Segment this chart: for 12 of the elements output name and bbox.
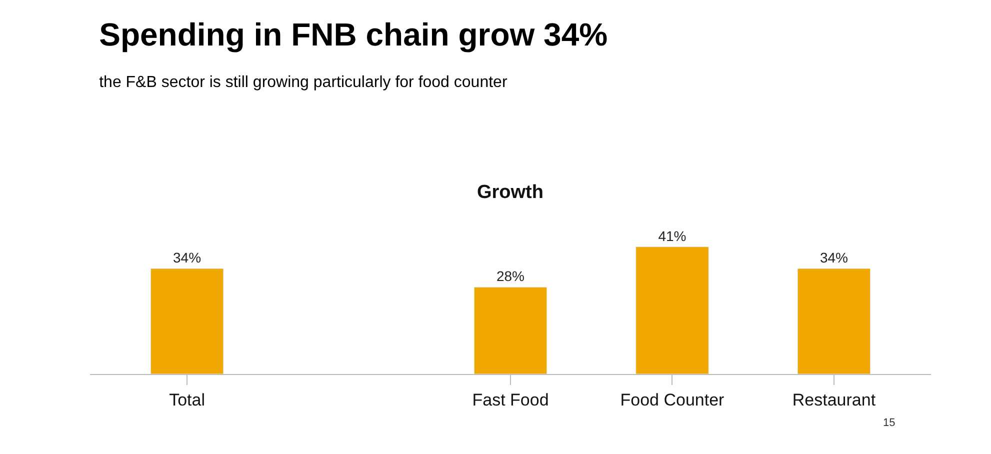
data-label: 41%	[658, 228, 686, 244]
x-tick-label: Restaurant	[792, 390, 876, 410]
data-label: 28%	[496, 268, 525, 284]
x-tick-label: Fast Food	[472, 390, 549, 410]
data-label: 34%	[820, 250, 848, 266]
x-tick-label: Total	[169, 390, 205, 410]
data-label: 34%	[173, 250, 202, 266]
x-tick-label: Food Counter	[620, 390, 725, 410]
text: 15	[883, 417, 896, 429]
text: Growth	[477, 182, 544, 203]
chart-title: Spending in FNB chain grow 34%	[99, 16, 608, 52]
chart-subtitle: the F&B sector is still growing particularly for food counter	[99, 74, 508, 91]
